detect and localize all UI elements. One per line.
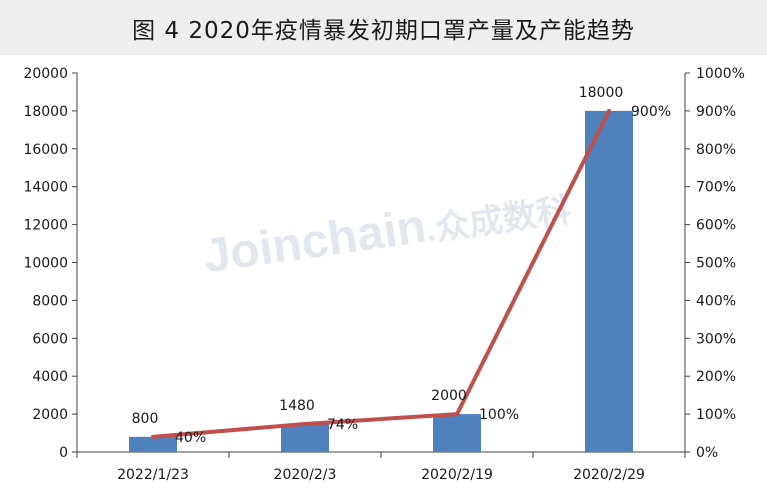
left-tick-label: 4000 [32,369,68,385]
line-data-label: 40% [175,430,206,446]
left-tick-label: 16000 [23,142,68,158]
bar-data-label: 2000 [431,388,467,404]
right-tick-label: 600% [696,218,736,234]
left-tick-label: 8000 [32,293,68,309]
x-tick-label: 2020/2/29 [573,467,645,483]
line-data-label: 100% [479,407,519,423]
bar [433,414,481,452]
bar [585,110,633,453]
line-data-label: 900% [631,104,671,120]
line-data-label: 74% [327,417,358,433]
right-tick-label: 300% [696,331,736,347]
line-point [607,108,611,113]
right-tick-label: 200% [696,369,736,385]
line-point [151,434,155,439]
bar-data-label: 18000 [579,85,624,101]
x-tick-label: 2020/2/3 [274,467,337,483]
bar [129,436,177,452]
capacity-line [152,110,611,439]
left-tick-label: 18000 [23,104,68,120]
right-tick-label: 500% [696,256,736,272]
right-tick-label: 100% [696,407,736,423]
right-tick-label: 1000% [696,66,745,82]
left-tick-label: 12000 [23,218,68,234]
x-tick-label: 2020/2/19 [421,467,493,483]
left-tick-label: 0 [59,445,68,461]
x-tick-label: 2022/1/23 [117,467,189,483]
line-point [455,412,459,417]
line-point [303,421,307,426]
left-tick-label: 20000 [23,66,68,82]
right-tick-label: 700% [696,180,736,196]
chart-title: 图 4 2020年疫情暴发初期口罩产量及产能趋势 [0,0,767,55]
left-tick-label: 14000 [23,180,68,196]
left-tick-label: 2000 [32,407,68,423]
bar-data-label: 1480 [279,398,315,414]
bar-data-label: 800 [132,411,159,427]
chart-area: 0 2000 4000 6000 8000 10000 12000 14000 16000 180… [0,55,767,500]
right-tick-label: 900% [696,104,736,120]
right-tick-label: 800% [696,142,736,158]
left-tick-label: 10000 [23,256,68,272]
chart-svg: 0 2000 4000 6000 8000 10000 12000 14000 16000 180… [23,66,745,483]
right-tick-label: 0% [696,445,718,461]
left-tick-label: 6000 [32,331,68,347]
bar [281,423,329,452]
right-tick-label: 400% [696,293,736,309]
